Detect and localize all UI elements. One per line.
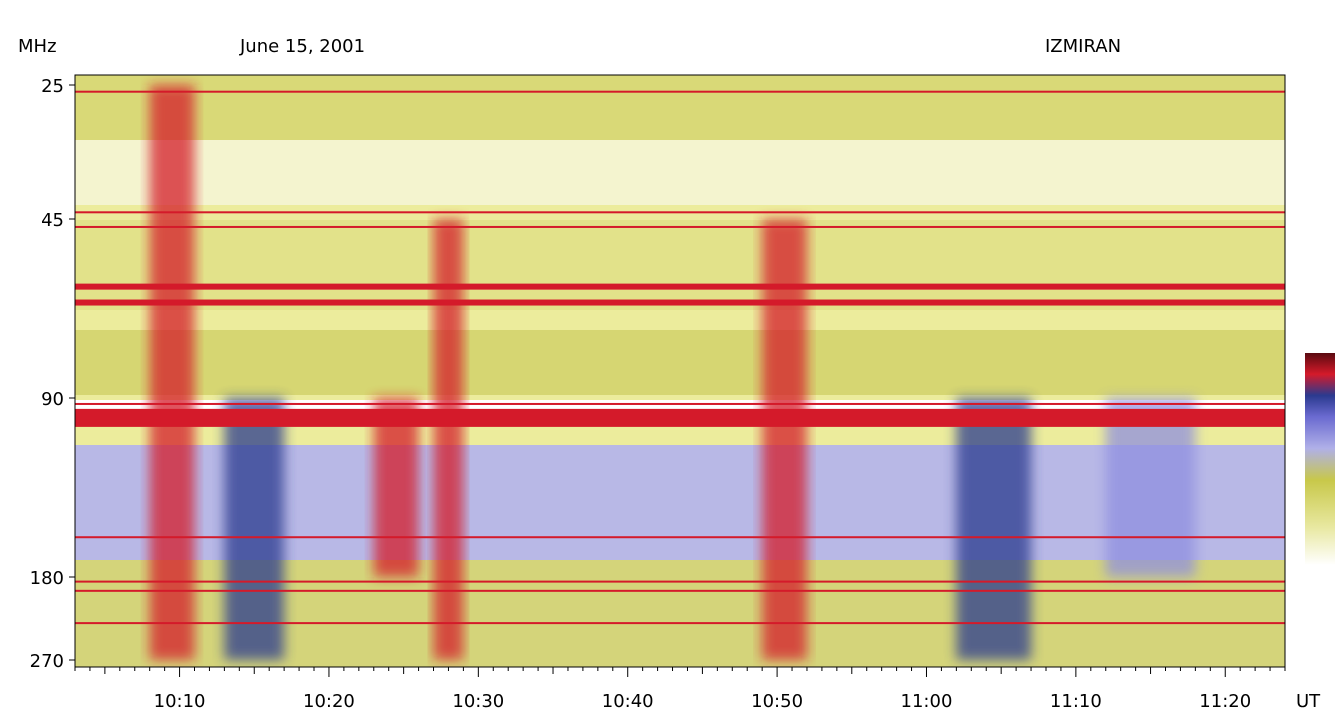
y-tick-label-45: 45 <box>41 210 64 231</box>
plot-frame <box>74 74 1286 668</box>
interference-band-4 <box>75 299 1285 306</box>
bg-band-top <box>75 75 1285 140</box>
interference-band-3 <box>75 283 1285 290</box>
y-tick-label-90: 90 <box>41 389 64 410</box>
spectrogram-plot <box>75 75 1285 667</box>
bg-band-lower <box>75 330 1285 395</box>
burst-5 <box>956 398 1032 660</box>
y-tick-label-270: 270 <box>30 651 64 672</box>
x-tick-label-1050: 10:50 <box>751 691 803 712</box>
burst-4 <box>762 219 807 660</box>
x-tick-label-1100: 11:00 <box>901 691 953 712</box>
burst-0 <box>149 85 195 660</box>
interference-band-2 <box>75 225 1285 228</box>
unit-label: MHz <box>18 36 57 57</box>
bg-band-upper <box>75 140 1285 205</box>
x-axis: 10:10 10:20 10:30 10:40 10:50 11:00 11:10 11:20 <box>74 667 1286 712</box>
colorbar <box>1305 353 1335 565</box>
date-title: June 15, 2001 <box>239 36 365 57</box>
burst-3 <box>433 219 464 660</box>
x-tick-label-1040: 10:40 <box>602 691 654 712</box>
bg-band-mid <box>75 220 1285 310</box>
interference-band-5 <box>75 402 1285 405</box>
interference-band-8 <box>75 580 1285 583</box>
burst-2 <box>373 398 419 577</box>
y-tick-label-180: 180 <box>30 568 64 589</box>
y-tick-label-25: 25 <box>41 76 64 97</box>
x-tick-label-1110: 11:10 <box>1050 691 1102 712</box>
y-axis: 25 45 90 180 270 <box>30 76 75 672</box>
x-axis-label: UT <box>1296 691 1321 712</box>
interference-band-0 <box>75 90 1285 93</box>
burst-1 <box>224 398 285 660</box>
x-tick-label-1120: 11:20 <box>1199 691 1251 712</box>
x-tick-label-1030: 10:30 <box>452 691 504 712</box>
interference-band-1 <box>75 211 1285 214</box>
x-tick-label-1020: 10:20 <box>303 691 355 712</box>
interference-band-10 <box>75 622 1285 625</box>
interference-band-9 <box>75 589 1285 592</box>
x-tick-label-1010: 10:10 <box>154 691 206 712</box>
observatory-label: IZMIRAN <box>1045 36 1121 57</box>
interference-band-6 <box>75 408 1285 427</box>
burst-6 <box>1105 398 1196 577</box>
interference-band-7 <box>75 536 1285 539</box>
